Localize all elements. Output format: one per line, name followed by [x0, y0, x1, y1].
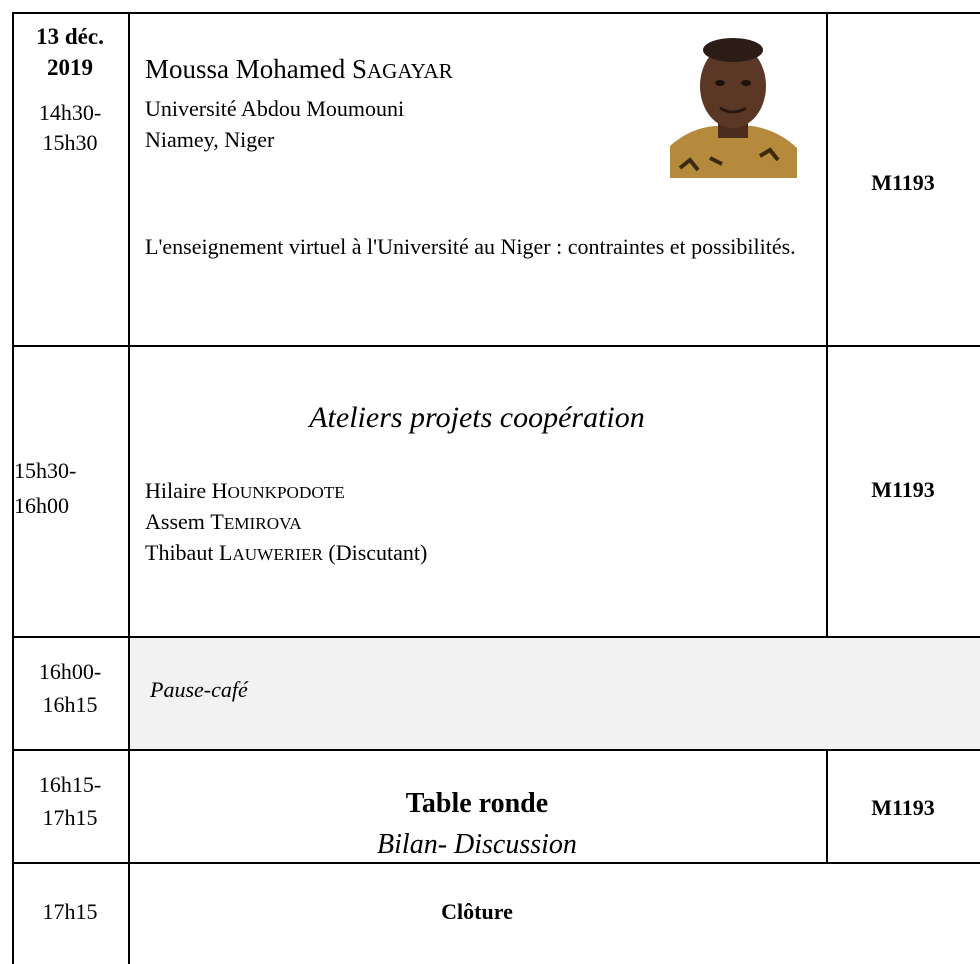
border: [128, 12, 130, 964]
speaker-photo: [670, 28, 797, 178]
participant: Hilaire HOUNKPODOTE: [145, 476, 345, 508]
time: 16h15: [42, 692, 98, 717]
session-title: Ateliers projets coopération: [309, 401, 645, 434]
time: 16h00-: [38, 659, 102, 684]
time: 15h30-: [14, 458, 77, 483]
session-subtitle: Bilan- Discussion: [377, 829, 577, 860]
time: 17h15: [42, 805, 98, 830]
room: M1193: [871, 795, 935, 820]
closing-title: Clôture: [441, 899, 513, 924]
border: [12, 12, 980, 14]
time: 15h30: [42, 130, 98, 155]
participant: Thibaut LAUWERIER (Discutant): [145, 538, 427, 570]
last-name: HOUNKPODOTE: [211, 478, 345, 503]
date: 2019: [47, 55, 93, 80]
first-name: Assem: [145, 509, 205, 534]
border: [826, 749, 828, 862]
border: [12, 636, 980, 638]
time: 17h15: [42, 899, 98, 924]
border: [12, 749, 980, 751]
time: 14h30-: [38, 100, 102, 125]
row-background: [128, 636, 980, 749]
affiliation: Université Abdou Moumouni: [145, 96, 405, 121]
talk-title: L'enseignement virtuel à l'Université au…: [145, 234, 796, 259]
speaker-name: Moussa Mohamed SAGAYAR: [145, 52, 453, 88]
border: [12, 345, 980, 347]
last-name: TEMIROVA: [210, 509, 302, 534]
border: [12, 12, 14, 964]
affiliation: Niamey, Niger: [145, 127, 275, 152]
first-name: Moussa Mohamed: [145, 54, 346, 84]
participant: Assem TEMIROVA: [145, 507, 302, 539]
room: M1193: [871, 170, 935, 195]
break-title: Pause-café: [150, 677, 248, 702]
first-name: Thibaut: [145, 540, 214, 565]
role-note: (Discutant): [328, 540, 428, 565]
time: 16h15-: [38, 772, 102, 797]
date: 13 déc.: [36, 24, 104, 49]
border: [12, 862, 980, 864]
first-name: Hilaire: [145, 478, 207, 503]
room: M1193: [871, 477, 935, 502]
time: 16h00: [14, 493, 69, 518]
last-name: SAGAYAR: [351, 54, 453, 84]
border: [826, 12, 828, 636]
last-name: LAUWERIER: [218, 540, 323, 565]
session-title: Table ronde: [405, 788, 549, 819]
